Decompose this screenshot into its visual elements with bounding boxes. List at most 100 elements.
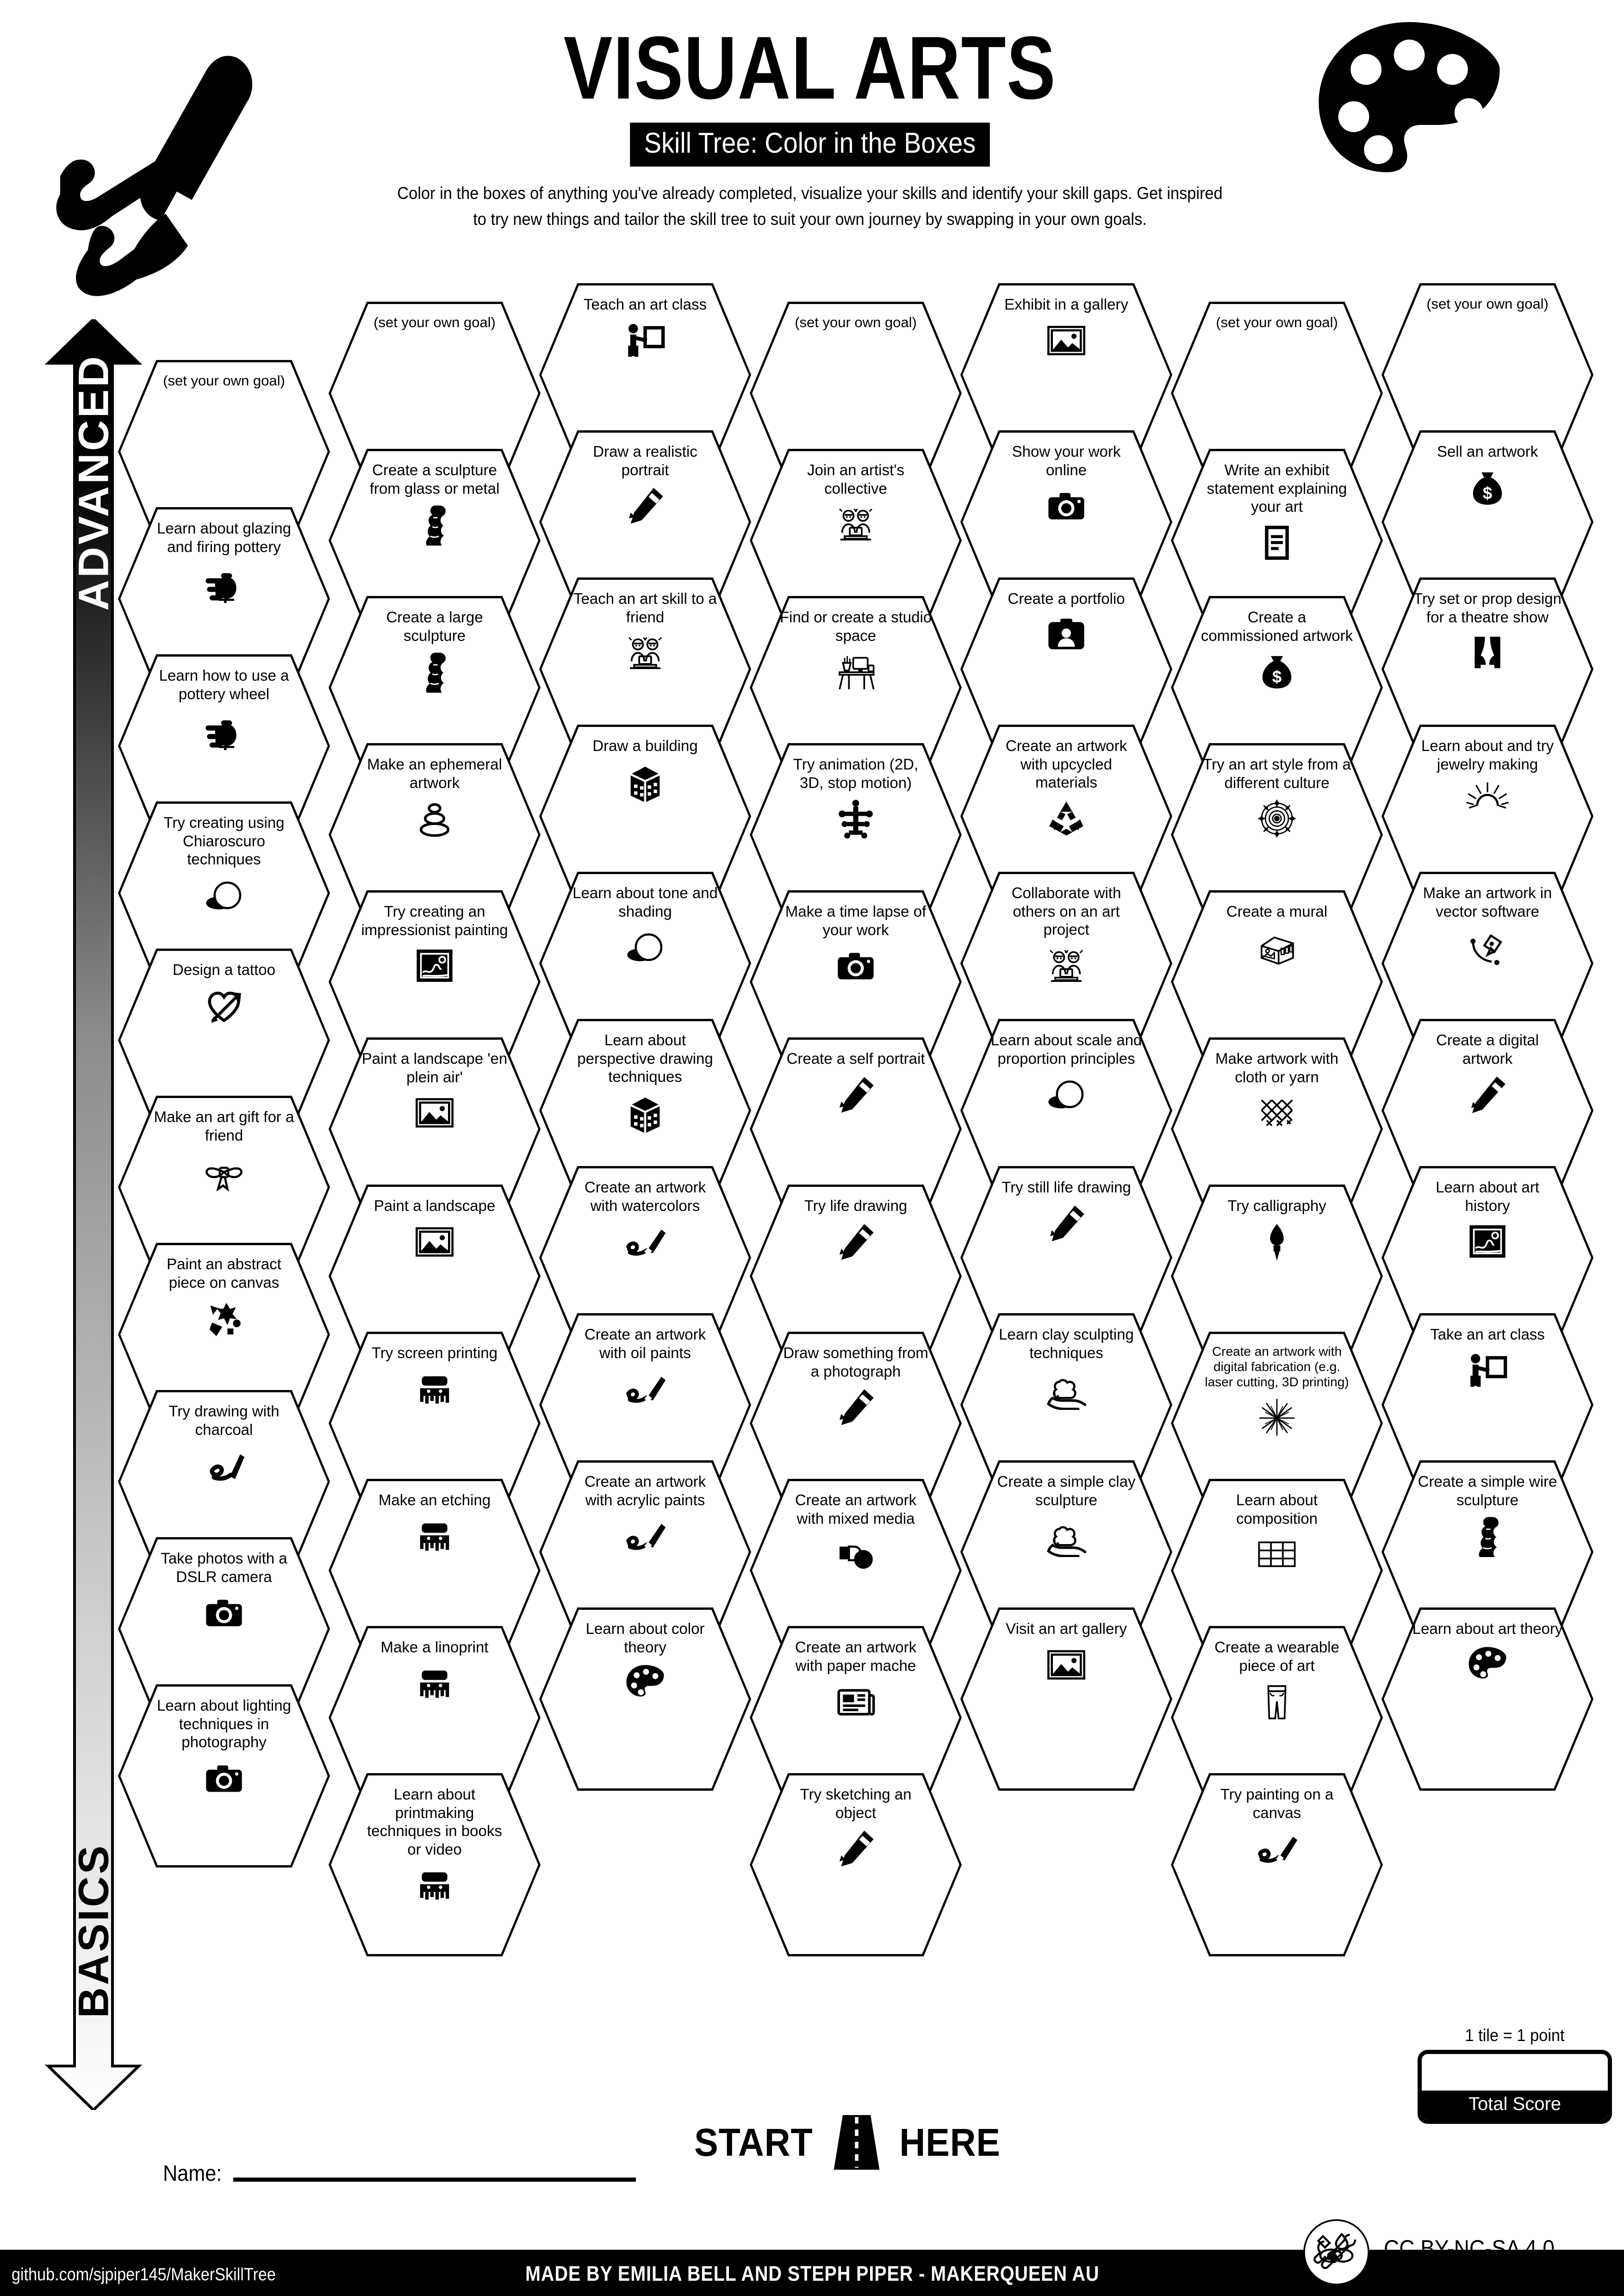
hex-tile[interactable]: Show your work online	[960, 430, 1172, 614]
hex-tile-label: Learn about color theory	[585, 1620, 705, 1656]
hex-content: Try creating using Chiaroscuro technique…	[148, 801, 300, 985]
hex-tile[interactable]: Create an artwork with digital fabricati…	[1171, 1332, 1383, 1515]
hex-tile[interactable]: Draw a realistic portrait	[539, 430, 751, 614]
hex-tile[interactable]: Make artwork with cloth or yarn	[1171, 1037, 1383, 1221]
pottery-hand-icon	[203, 561, 245, 604]
hex-tile[interactable]: Learn about composition	[1171, 1479, 1383, 1662]
hex-tile[interactable]: Draw something from a photograph	[750, 1332, 962, 1515]
hex-content: Learn about color theory	[569, 1607, 722, 1791]
hex-tile[interactable]: Take an art class	[1381, 1313, 1593, 1496]
hex-tile[interactable]: Create an artwork with paper mache	[750, 1626, 962, 1809]
hex-tile[interactable]: Create an artwork with mixed media	[750, 1479, 962, 1662]
hex-tile[interactable]: Learn about tone and shading	[539, 872, 751, 1055]
hex-tile[interactable]: Try painting on a canvas	[1171, 1773, 1383, 1956]
hex-content: Write an exhibit statement explaining yo…	[1201, 449, 1353, 632]
hex-tile[interactable]: Learn about color theory	[539, 1607, 751, 1791]
hex-tile[interactable]: Make an art gift for a friend	[118, 1096, 330, 1279]
hex-tile[interactable]: Try creating an impressionist painting	[329, 890, 541, 1074]
score-section: 1 tile = 1 point Total Score	[1418, 2026, 1612, 2124]
mandala-icon	[1256, 797, 1298, 840]
hex-tile[interactable]: Create a commissioned artwork $	[1171, 596, 1383, 779]
hex-tile[interactable]: Create a large sculpture	[329, 596, 541, 779]
hex-tile[interactable]: Teach an art skill to a friend	[539, 577, 751, 761]
hex-tile[interactable]: Create a mural	[1171, 890, 1383, 1074]
hex-content: Take photos with a DSLR camera	[148, 1537, 300, 1720]
hex-tile[interactable]: Try an art style from a different cultur…	[1171, 743, 1383, 926]
hex-tile[interactable]: Learn about art history	[1381, 1166, 1593, 1349]
hex-tile[interactable]: Learn about and try jewelry making	[1381, 725, 1593, 908]
hex-tile[interactable]: Try drawing with charcoal	[118, 1390, 330, 1573]
palette-icon	[624, 1662, 666, 1704]
hex-tile[interactable]: Create an artwork with oil paints	[539, 1313, 751, 1496]
hex-tile[interactable]: Create a portfolio	[960, 577, 1172, 761]
hex-tile[interactable]: Exhibit in a gallery	[960, 283, 1172, 466]
hex-content: Draw a realistic portrait	[569, 430, 722, 614]
hex-content: Show your work online	[990, 430, 1143, 614]
hex-tile[interactable]: Sell an artwork $	[1381, 430, 1593, 614]
hex-tile-label: Create an artwork with oil paints	[584, 1326, 706, 1361]
hex-tile[interactable]: Create an artwork with watercolors	[539, 1166, 751, 1349]
pottery-hand-icon	[203, 708, 245, 751]
hex-tile[interactable]: Draw a building	[539, 725, 751, 908]
hex-tile-set-your-own-goal[interactable]: (set your own goal)	[1381, 283, 1593, 466]
hex-tile[interactable]: Learn about perspective drawing techniqu…	[539, 1019, 751, 1202]
hex-tile[interactable]: Paint an abstract piece on canvas	[118, 1243, 330, 1426]
hex-tile-set-your-own-goal[interactable]: (set your own goal)	[750, 302, 962, 485]
hex-tile[interactable]: Try calligraphy	[1171, 1185, 1383, 1368]
hex-tile[interactable]: Take photos with a DSLR camera	[118, 1537, 330, 1720]
hex-tile[interactable]: Learn about art theory	[1381, 1607, 1593, 1791]
description-line-1: Color in the boxes of anything you've al…	[397, 184, 1223, 203]
hex-tile[interactable]: Write an exhibit statement explaining yo…	[1171, 449, 1383, 632]
hex-tile[interactable]: Paint a landscape	[329, 1185, 541, 1368]
hex-tile[interactable]: Create a simple clay sculpture	[960, 1460, 1172, 1644]
hex-tile[interactable]: Try animation (2D, 3D, stop motion)	[750, 743, 962, 926]
hex-tile-set-your-own-goal[interactable]: (set your own goal)	[1171, 302, 1383, 485]
hex-tile-set-your-own-goal[interactable]: (set your own goal)	[118, 360, 330, 543]
hex-tile[interactable]: Try set or prop design for a theatre sho…	[1381, 577, 1593, 761]
hex-tile-set-your-own-goal[interactable]: (set your own goal)	[329, 302, 541, 485]
hex-tile-label: Try set or prop design for a theatre sho…	[1413, 590, 1562, 626]
hex-content: Learn about and try jewelry making	[1411, 725, 1564, 908]
hex-tile[interactable]: Learn about lighting techniques in photo…	[118, 1684, 330, 1868]
hex-tile[interactable]: Join an artist's collective	[750, 449, 962, 632]
hex-tile-label: Create an artwork with watercolors	[584, 1179, 706, 1214]
hex-tile[interactable]: Create a simple wire sculpture	[1381, 1460, 1593, 1644]
hex-content: (set your own goal)	[1411, 283, 1564, 466]
hex-tile[interactable]: Try creating using Chiaroscuro technique…	[118, 801, 330, 985]
name-field[interactable]: Name:	[160, 2161, 636, 2186]
hex-tile[interactable]: Visit an art gallery	[960, 1607, 1172, 1791]
hex-tile[interactable]: Learn clay sculpting techniques	[960, 1313, 1172, 1496]
hex-tile[interactable]: Learn about printmaking techniques in bo…	[329, 1773, 541, 1956]
hex-tile[interactable]: Create an artwork with upcycled material…	[960, 725, 1172, 908]
name-input-line[interactable]	[233, 2178, 636, 2182]
hex-tile[interactable]: Try still life drawing	[960, 1166, 1172, 1349]
hex-tile[interactable]: Make an etching	[329, 1479, 541, 1662]
hex-tile[interactable]: Try sketching an object	[750, 1773, 962, 1956]
hex-tile[interactable]: Make an ephemeral artwork	[329, 743, 541, 926]
money-bag-icon: $	[1256, 650, 1298, 693]
hex-tile[interactable]: Create an artwork with acrylic paints	[539, 1460, 751, 1644]
heart-arrow-icon	[203, 985, 245, 1027]
total-score-box[interactable]: Total Score	[1418, 2050, 1612, 2124]
hex-tile[interactable]: Learn about glazing and firing pottery	[118, 507, 330, 690]
github-link[interactable]: github.com/sjpiper145/MakerSkillTree	[12, 2265, 276, 2284]
hex-tile[interactable]: Create a wearable piece of art	[1171, 1626, 1383, 1809]
hex-tile[interactable]: Create a self portrait	[750, 1037, 962, 1221]
hex-tile-label: Try creating using Chiaroscuro technique…	[163, 814, 285, 868]
hex-tile[interactable]: Learn about scale and proportion princip…	[960, 1019, 1172, 1202]
hex-tile[interactable]: Make a linoprint	[329, 1626, 541, 1809]
hex-content: Try animation (2D, 3D, stop motion)	[779, 743, 932, 926]
hex-tile[interactable]: Paint a landscape 'en plein air'	[329, 1037, 541, 1221]
hex-tile[interactable]: Collaborate with others on an art projec…	[960, 872, 1172, 1055]
hex-tile[interactable]: Make a time lapse of your work	[750, 890, 962, 1074]
hex-tile[interactable]: Try screen printing	[329, 1332, 541, 1515]
hex-tile[interactable]: Find or create a studio space	[750, 596, 962, 779]
hex-tile[interactable]: Create a sculpture from glass or metal	[329, 449, 541, 632]
hex-tile[interactable]: Try life drawing	[750, 1185, 962, 1368]
hex-tile[interactable]: Design a tattoo	[118, 949, 330, 1132]
hex-content: Make artwork with cloth or yarn	[1201, 1037, 1353, 1221]
hex-tile[interactable]: Learn how to use a pottery wheel	[118, 654, 330, 838]
hex-tile[interactable]: Teach an art class	[539, 283, 751, 466]
hex-tile[interactable]: Create a digital artwork	[1381, 1019, 1593, 1202]
hex-tile[interactable]: Make an artwork in vector software	[1381, 872, 1593, 1055]
